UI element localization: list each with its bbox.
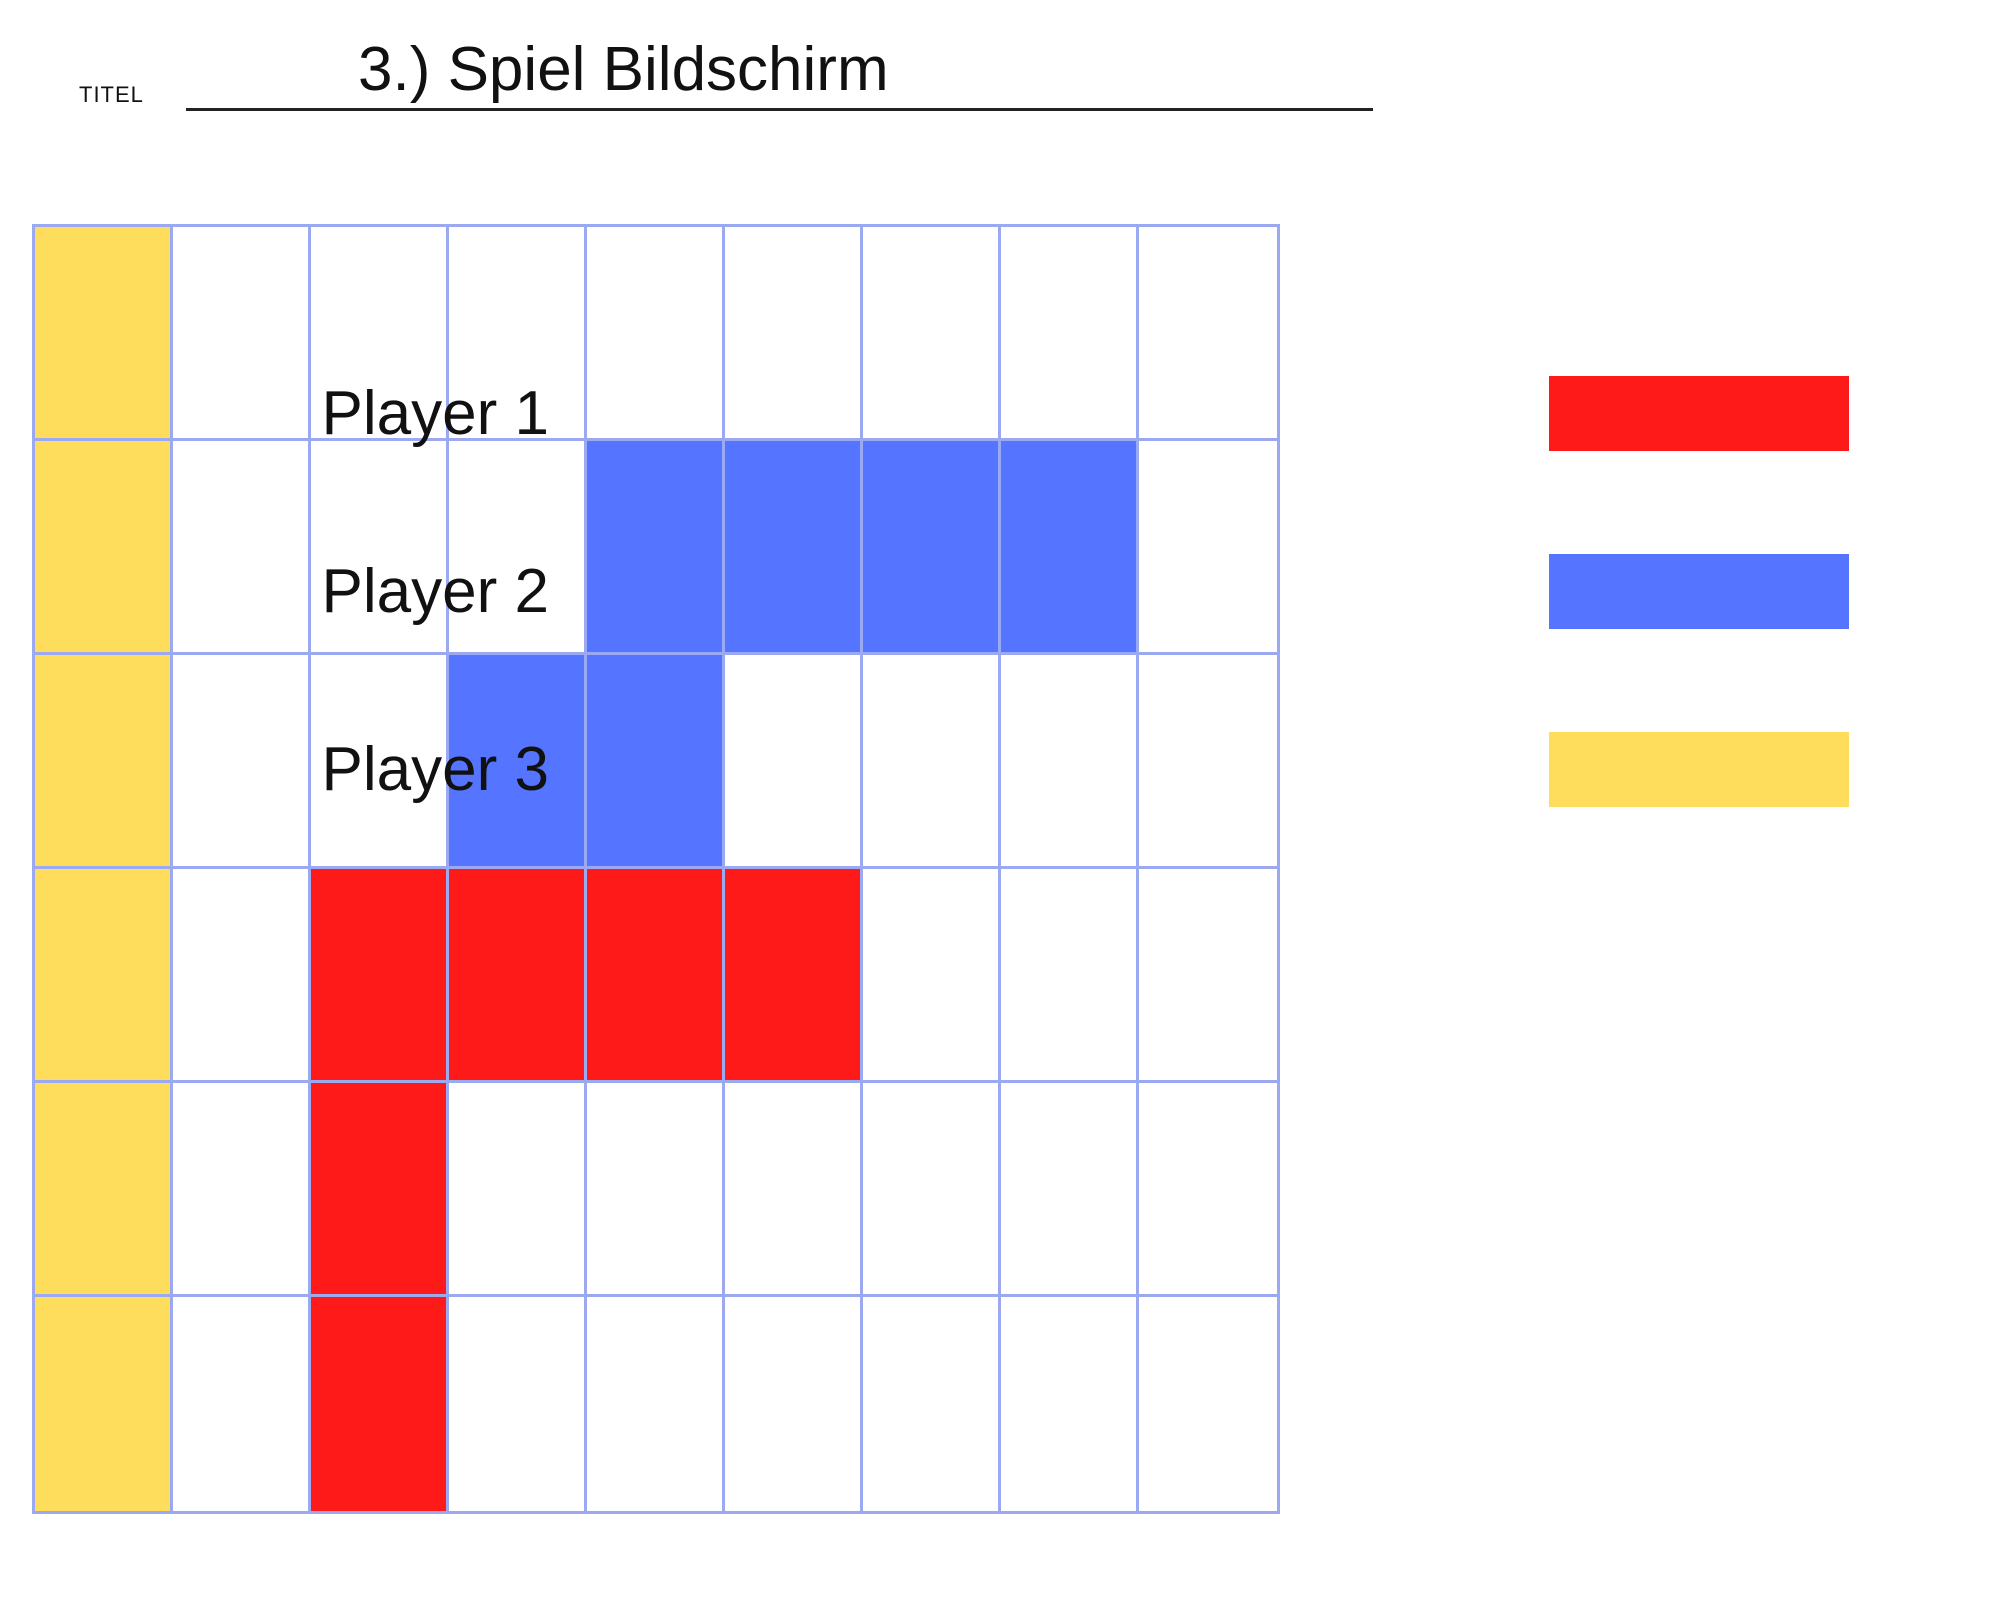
- board-cell-empty[interactable]: [173, 441, 311, 655]
- board-cell-empty[interactable]: [1139, 655, 1277, 869]
- board-cell-player-1[interactable]: [449, 869, 587, 1083]
- board-cell-player-3[interactable]: [35, 869, 173, 1083]
- board-cell-empty[interactable]: [1139, 1297, 1277, 1511]
- board-cell-empty[interactable]: [173, 1083, 311, 1297]
- board-cell-empty[interactable]: [725, 227, 863, 441]
- board-cell-empty[interactable]: [173, 1297, 311, 1511]
- game-board: [32, 224, 1280, 1514]
- board-cell-empty[interactable]: [311, 441, 449, 655]
- board-cell-empty[interactable]: [1001, 869, 1139, 1083]
- board-cell-empty[interactable]: [1001, 1083, 1139, 1297]
- board-cell-empty[interactable]: [1139, 1083, 1277, 1297]
- board-cell-empty[interactable]: [725, 655, 863, 869]
- board-cell-empty[interactable]: [1001, 655, 1139, 869]
- board-cell-player-2[interactable]: [1001, 441, 1139, 655]
- board-cell-empty[interactable]: [863, 1297, 1001, 1511]
- titel-label: TITEL: [79, 82, 144, 107]
- title-underline: [186, 108, 1373, 111]
- board-cell-player-3[interactable]: [35, 1297, 173, 1511]
- board-cell-empty[interactable]: [173, 655, 311, 869]
- board-cell-empty[interactable]: [587, 1083, 725, 1297]
- legend-swatch: [1549, 554, 1849, 629]
- board-cell-player-2[interactable]: [863, 441, 1001, 655]
- page-title: 3.) Spiel Bildschirm: [358, 35, 889, 104]
- board-cell-player-1[interactable]: [725, 869, 863, 1083]
- board-cell-empty[interactable]: [1139, 441, 1277, 655]
- board-cell-empty[interactable]: [1139, 227, 1277, 441]
- board-cell-player-2[interactable]: [725, 441, 863, 655]
- board-cell-player-1[interactable]: [311, 1297, 449, 1511]
- board-cell-player-2[interactable]: [449, 655, 587, 869]
- board-cell-empty[interactable]: [725, 1083, 863, 1297]
- board-cell-empty[interactable]: [449, 1083, 587, 1297]
- board-cell-empty[interactable]: [863, 655, 1001, 869]
- board-cell-empty[interactable]: [863, 869, 1001, 1083]
- board-cell-empty[interactable]: [1001, 1297, 1139, 1511]
- board-cell-player-3[interactable]: [35, 655, 173, 869]
- board-cell-empty[interactable]: [725, 1297, 863, 1511]
- legend-label: Player 3: [321, 735, 549, 804]
- board-cell-player-3[interactable]: [35, 441, 173, 655]
- board-cell-empty[interactable]: [173, 869, 311, 1083]
- board-cell-empty[interactable]: [449, 1297, 587, 1511]
- board-cell-empty[interactable]: [587, 1297, 725, 1511]
- board-cell-empty[interactable]: [863, 227, 1001, 441]
- board-cell-empty[interactable]: [863, 1083, 1001, 1297]
- board-cell-player-2[interactable]: [587, 655, 725, 869]
- board-cell-empty[interactable]: [1001, 227, 1139, 441]
- board-cell-player-1[interactable]: [311, 1083, 449, 1297]
- board-cell-empty[interactable]: [449, 227, 587, 441]
- board-cell-player-3[interactable]: [35, 1083, 173, 1297]
- board-cell-player-3[interactable]: [35, 227, 173, 441]
- legend-swatch: [1549, 376, 1849, 451]
- board-cell-empty[interactable]: [1139, 869, 1277, 1083]
- legend-label: Player 1: [321, 379, 549, 448]
- legend-label: Player 2: [321, 557, 549, 626]
- board-cell-empty[interactable]: [587, 227, 725, 441]
- board-cell-player-1[interactable]: [587, 869, 725, 1083]
- board-cell-empty[interactable]: [449, 441, 587, 655]
- legend-swatch: [1549, 732, 1849, 807]
- board-cell-player-1[interactable]: [311, 869, 449, 1083]
- board-cell-empty[interactable]: [311, 227, 449, 441]
- board-cell-empty[interactable]: [311, 655, 449, 869]
- board-cell-empty[interactable]: [173, 227, 311, 441]
- board-cell-player-2[interactable]: [587, 441, 725, 655]
